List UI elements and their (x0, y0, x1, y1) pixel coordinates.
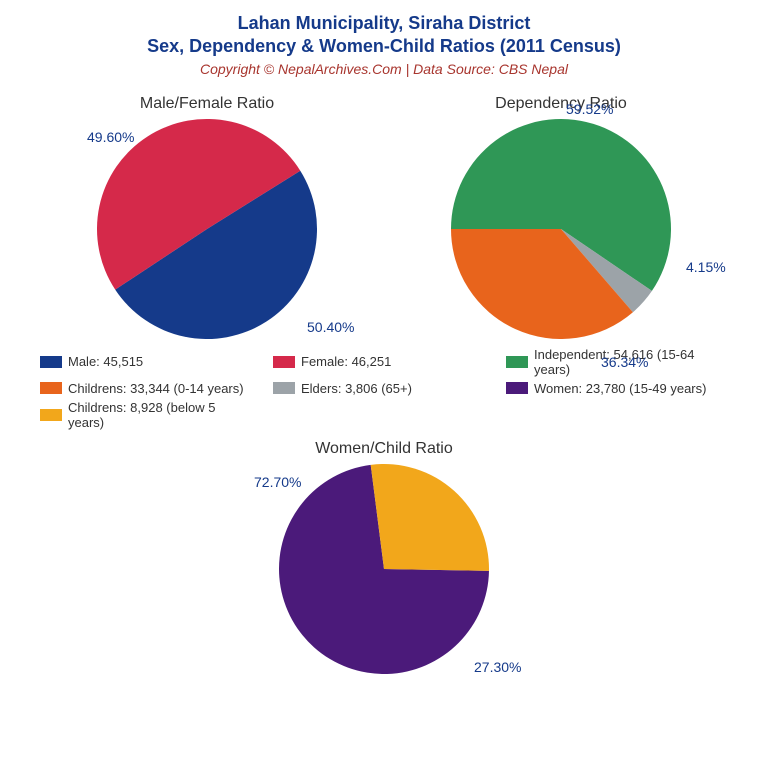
dep-chart-block: Dependency Ratio 59.52%4.15%36.34% (391, 95, 731, 339)
legend-swatch (273, 382, 295, 394)
pie-slice-label: 49.60% (87, 129, 134, 145)
legend-text: Women: 23,780 (15-49 years) (534, 381, 706, 396)
top-charts-row: Male/Female Ratio 49.60%50.40% Dependenc… (0, 95, 768, 339)
legend-item: Female: 46,251 (273, 347, 488, 377)
legend-swatch (40, 409, 62, 421)
title-line1: Lahan Municipality, Siraha District (238, 13, 531, 33)
wc-pie: 72.70%27.30% (279, 464, 489, 674)
title-line2: Sex, Dependency & Women-Child Ratios (20… (147, 36, 621, 56)
pie-slice-label: 27.30% (474, 659, 521, 675)
legend: Male: 45,515Female: 46,251Independent: 5… (0, 339, 768, 430)
dep-chart-title: Dependency Ratio (391, 95, 731, 113)
wc-chart-title: Women/Child Ratio (0, 440, 768, 458)
pie-slice-label: 4.15% (686, 259, 726, 275)
pie-slice-label: 50.40% (307, 319, 354, 335)
pie-svg (97, 119, 317, 339)
legend-swatch (40, 356, 62, 368)
legend-swatch (506, 356, 528, 368)
legend-swatch (273, 356, 295, 368)
page-title: Lahan Municipality, Siraha District Sex,… (0, 12, 768, 59)
pie-svg (451, 119, 671, 339)
pie-slice-label: 72.70% (254, 474, 301, 490)
legend-text: Male: 45,515 (68, 354, 143, 369)
legend-swatch (506, 382, 528, 394)
pie-slice-label: 36.34% (601, 354, 648, 370)
copyright-line: Copyright © NepalArchives.Com | Data Sou… (0, 61, 768, 77)
legend-item: Childrens: 8,928 (below 5 years) (40, 400, 255, 430)
legend-swatch (40, 382, 62, 394)
pie-slice-label: 59.52% (566, 101, 613, 117)
pie-slice (371, 464, 489, 571)
dep-pie: 59.52%4.15%36.34% (451, 119, 671, 339)
wc-chart-block: Women/Child Ratio 72.70%27.30% (0, 440, 768, 674)
legend-item: Male: 45,515 (40, 347, 255, 377)
legend-text: Female: 46,251 (301, 354, 391, 369)
legend-text: Childrens: 33,344 (0-14 years) (68, 381, 244, 396)
legend-item: Women: 23,780 (15-49 years) (506, 381, 721, 396)
mf-pie: 49.60%50.40% (97, 119, 317, 339)
title-block: Lahan Municipality, Siraha District Sex,… (0, 0, 768, 77)
pie-svg (279, 464, 489, 674)
mf-chart-title: Male/Female Ratio (37, 95, 377, 113)
legend-item: Childrens: 33,344 (0-14 years) (40, 381, 255, 396)
legend-text: Elders: 3,806 (65+) (301, 381, 412, 396)
legend-item: Elders: 3,806 (65+) (273, 381, 488, 396)
mf-chart-block: Male/Female Ratio 49.60%50.40% (37, 95, 377, 339)
legend-text: Childrens: 8,928 (below 5 years) (68, 400, 255, 430)
